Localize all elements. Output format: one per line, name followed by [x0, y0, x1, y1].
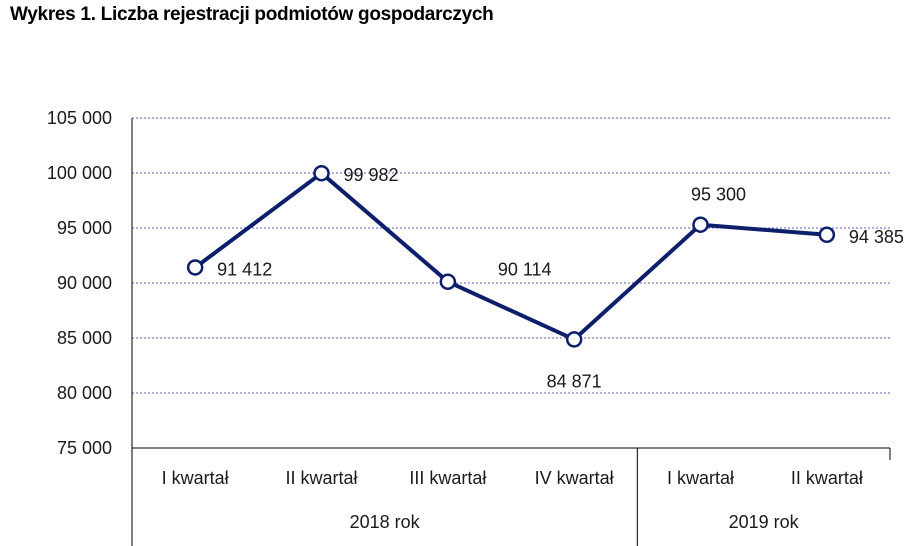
axes: [131, 118, 891, 546]
data-point: [313, 164, 330, 182]
y-tick-label: 85 000: [57, 328, 112, 348]
category-label: III kwartał: [409, 468, 486, 488]
data-label: 94 385: [849, 227, 904, 247]
data-points: [186, 164, 836, 348]
data-label: 90 114: [498, 260, 552, 280]
y-tick-labels: 75 000 80 000 85 000 90 000 95 000 100 000 105…: [47, 108, 112, 458]
data-label: 99 982: [344, 165, 399, 185]
category-label: I kwartał: [162, 468, 229, 488]
category-label: II kwartał: [285, 468, 357, 488]
y-tick-label: 95 000: [57, 218, 112, 238]
series-line: [194, 171, 827, 342]
y-tick-label: 80 000: [57, 383, 112, 403]
data-point: [439, 273, 457, 290]
data-labels: 91 412 99 982 90 114 84 871 95 300 94 385: [217, 165, 904, 391]
data-point: [186, 259, 204, 276]
series-line-path: [194, 171, 827, 342]
group-label: 2019 rok: [729, 512, 800, 532]
category-labels: I kwartał II kwartał III kwartał IV kwartał…: [162, 468, 863, 532]
category-label: I kwartał: [667, 468, 734, 488]
y-tick-label: 90 000: [57, 273, 112, 293]
category-label: IV kwartał: [535, 468, 614, 488]
gridlines: [132, 117, 890, 394]
data-point: [692, 216, 709, 233]
chart-title: Wykres 1. Liczba rejestracji podmiotów g…: [10, 4, 494, 25]
data-label: 84 871: [547, 371, 602, 391]
data-point: [565, 331, 583, 348]
y-tick-label: 105 000: [47, 108, 112, 128]
data-label: 91 412: [217, 259, 272, 279]
y-tick-label: 100 000: [47, 163, 112, 183]
category-label: II kwartał: [791, 468, 863, 488]
y-tick-label: 75 000: [57, 438, 112, 458]
data-point: [818, 226, 836, 244]
data-label: 95 300: [691, 185, 746, 205]
group-label: 2018 rok: [350, 512, 421, 532]
